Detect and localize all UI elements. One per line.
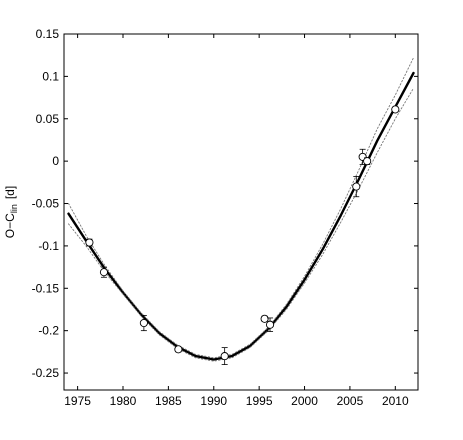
y-tick-label: 0 (52, 154, 59, 168)
point-marker (85, 238, 94, 247)
point-marker (391, 105, 400, 114)
data-point (352, 175, 361, 198)
y-axis-label-unit: [d] (3, 186, 17, 199)
y-tick-label: -0.1 (38, 239, 59, 253)
data-point (139, 315, 148, 332)
x-tick-label: 1975 (64, 394, 91, 408)
y-tick-label: -0.2 (38, 324, 59, 338)
point-marker (265, 320, 275, 329)
point-marker (352, 182, 361, 191)
curves-layer (67, 57, 415, 362)
fit-curve (67, 71, 415, 361)
x-tick-label: 2010 (382, 394, 409, 408)
point-marker (99, 268, 108, 277)
x-tick-label: 1995 (246, 394, 273, 408)
data-point (99, 266, 108, 278)
confidence-upper (68, 57, 414, 359)
y-tick-label: 0.15 (36, 27, 60, 41)
y-tick-label: 0.1 (42, 69, 59, 83)
y-axis-label-subscript: lin (9, 204, 19, 213)
y-tick-label: -0.15 (32, 281, 60, 295)
x-tick-label: 1990 (200, 394, 227, 408)
confidence-lower (68, 87, 414, 362)
data-point (220, 347, 229, 365)
x-tick-label: 2005 (337, 394, 364, 408)
y-axis-label-main: O−C (3, 213, 17, 238)
data-point (260, 314, 269, 323)
data-point (363, 157, 372, 166)
axes-box (63, 33, 419, 391)
point-marker (174, 345, 183, 354)
x-tick-label: 2000 (291, 394, 318, 408)
data-point (174, 345, 183, 354)
points-layer (85, 105, 400, 365)
point-marker (220, 352, 229, 361)
point-marker (363, 157, 372, 166)
y-tick-label: -0.25 (32, 366, 60, 380)
ticks-layer: 1975 1980 1985 1990 1995 2000 2005 2010 -0.25 -0.… (32, 27, 418, 408)
data-point (85, 238, 94, 247)
y-tick-label: 0.05 (36, 112, 60, 126)
x-tick-label: 1980 (110, 394, 137, 408)
y-axis-label: O−Clin [d] (3, 186, 19, 238)
x-tick-label: 1985 (155, 394, 182, 408)
data-point (265, 317, 275, 332)
data-point (391, 105, 400, 114)
point-marker (260, 314, 269, 323)
point-marker (139, 318, 148, 328)
y-tick-label: -0.05 (32, 197, 60, 211)
